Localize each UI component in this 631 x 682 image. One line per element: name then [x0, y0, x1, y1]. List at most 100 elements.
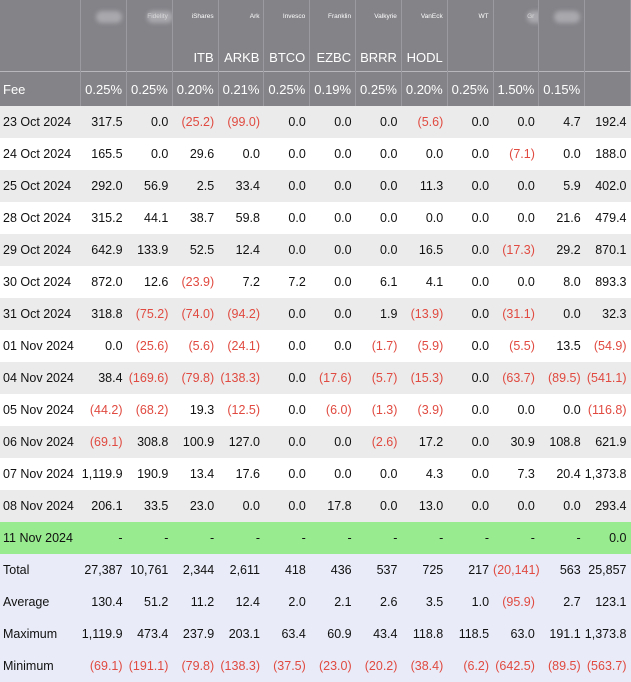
ticker-cell: [0, 33, 82, 72]
flow-value-cell: 38.4: [80, 362, 127, 394]
flow-value-cell: 893.3: [584, 266, 631, 298]
issuer-name-cell: Ark: [218, 0, 265, 33]
flow-value-cell: 0.0: [538, 138, 585, 170]
flow-value-cell: (1.7): [355, 330, 402, 362]
flow-value-cell: 0.0: [218, 138, 264, 170]
flow-value-cell: 0.0: [263, 298, 310, 330]
summary-value-cell: 43.4: [355, 618, 402, 650]
summary-value-cell: 51.2: [126, 586, 173, 618]
flow-value-cell: 308.8: [126, 426, 173, 458]
flow-value-cell: (169.6): [126, 362, 173, 394]
summary-value-cell: 118.5: [447, 618, 494, 650]
flow-value-cell: (94.2): [218, 298, 264, 330]
summary-value-cell: 1,119.9: [80, 618, 127, 650]
flow-value-cell: 0.0: [538, 490, 585, 522]
flow-value-cell: 59.8: [218, 202, 264, 234]
flow-value-cell: 0.0: [447, 426, 494, 458]
flow-value-cell: (75.2): [126, 298, 173, 330]
flow-value-cell: (68.2): [126, 394, 173, 426]
issuer-name: Ark: [249, 13, 260, 20]
flow-value-cell: 0.0: [309, 266, 356, 298]
summary-value-cell: 217: [447, 554, 494, 586]
issuer-name-cell: iShares: [172, 0, 219, 33]
flow-value-cell: 0.0: [355, 170, 402, 202]
flow-value-cell: 479.4: [584, 202, 631, 234]
flow-value-cell: (44.2): [80, 394, 127, 426]
flow-value-cell: 0.0: [355, 490, 402, 522]
flow-value-cell: 0.0: [493, 266, 539, 298]
summary-value-cell: 123.1: [584, 586, 631, 618]
summary-row: Average 130.4 51.2 11.2 12.4 2.0 2.1 2.6 3.5 1.0(…: [0, 586, 631, 618]
flow-value-cell: 0.0: [263, 394, 310, 426]
table-row: 04 Nov 2024 38.4 (169.6) (79.8) (138.3) 0.0 (1…: [0, 362, 631, 394]
flow-value-cell: 872.0: [80, 266, 127, 298]
summary-value-cell: (69.1): [80, 650, 127, 682]
flow-value-cell: 13.0: [401, 490, 448, 522]
fee-cell: 0.21%: [218, 71, 265, 106]
issuer-header-row: Fidelity iShares Ark Invesco Franklin Valkyri…: [0, 0, 631, 33]
summary-value-cell: 473.4: [126, 618, 173, 650]
issuer-name-cell: WT: [447, 0, 494, 33]
flow-value-cell: 32.3: [584, 298, 631, 330]
flow-value-cell: 0.0: [447, 394, 494, 426]
summary-value-cell: (6.2): [447, 650, 494, 682]
summary-value-cell: (37.5): [263, 650, 310, 682]
summary-value-cell: 203.1: [218, 618, 264, 650]
table-row: 01 Nov 2024 0.0 (25.6) (5.6) (24.1) 0.0 0.0 (1.…: [0, 330, 631, 362]
flow-value-cell: (74.0): [172, 298, 219, 330]
summary-label: Average: [0, 586, 81, 618]
summary-value-cell: (23.0): [309, 650, 356, 682]
flow-value-cell: (6.0): [309, 394, 356, 426]
summary-value-cell: 237.9: [172, 618, 219, 650]
flow-value-cell: 33.5: [126, 490, 173, 522]
flow-value-cell: (15.3): [401, 362, 448, 394]
flow-value-cell: 0.0: [309, 298, 356, 330]
ticker-cell: HODL: [401, 33, 448, 72]
issuer-name-cell: Valkyrie: [355, 0, 402, 33]
flow-value-cell: 17.6: [218, 458, 264, 490]
date-cell: 01 Nov 2024: [0, 330, 81, 362]
ticker-cell: ITB: [172, 33, 219, 72]
flow-value-cell: (2.6): [355, 426, 402, 458]
date-cell: 24 Oct 2024: [0, 138, 81, 170]
flow-value-cell: 293.4: [584, 490, 631, 522]
table-row: 29 Oct 2024 642.9 133.9 52.5 12.4 0.0 0.0 0.0 16…: [0, 234, 631, 266]
ticker-cell: [493, 33, 540, 72]
flow-value-cell: (3.9): [401, 394, 448, 426]
ticker-cell: ARKB: [218, 33, 265, 72]
flow-value-cell: 0.0: [263, 234, 310, 266]
flow-value-cell: -: [355, 522, 402, 554]
date-cell: 04 Nov 2024: [0, 362, 81, 394]
fee-cell: 0.20%: [401, 71, 448, 106]
flow-value-cell: (5.7): [355, 362, 402, 394]
fee-cell: 0.25%: [80, 71, 128, 106]
summary-value-cell: 537: [355, 554, 402, 586]
flow-value-cell: 19.3: [172, 394, 219, 426]
flow-value-cell: 0.0: [355, 458, 402, 490]
issuer-name-cell: Invesco: [263, 0, 311, 33]
flow-value-cell: (116.8): [584, 394, 631, 426]
summary-value-cell: (20.2): [355, 650, 402, 682]
summary-value-cell: 27,387: [80, 554, 127, 586]
flow-value-cell: 0.0: [263, 170, 310, 202]
summary-value-cell: 11.2: [172, 586, 219, 618]
flow-value-cell: 4.7: [538, 106, 585, 138]
flow-value-cell: 0.0: [263, 106, 310, 138]
flow-value-cell: 0.0: [218, 490, 264, 522]
flow-value-cell: 0.0: [309, 458, 356, 490]
flow-value-cell: 30.9: [493, 426, 539, 458]
summary-value-cell: 118.8: [401, 618, 448, 650]
flow-value-cell: 0.0: [263, 138, 310, 170]
summary-value-cell: 63.4: [263, 618, 310, 650]
flow-value-cell: (5.6): [172, 330, 219, 362]
flow-value-cell: 44.1: [126, 202, 173, 234]
fee-cell: 0.19%: [309, 71, 357, 106]
fee-cell: 0.25%: [447, 71, 494, 106]
issuer-name: Invesco: [282, 13, 306, 20]
flow-value-cell: (12.5): [218, 394, 264, 426]
flow-value-cell: 0.0: [447, 170, 494, 202]
flow-value-cell: (1.3): [355, 394, 402, 426]
flow-value-cell: 0.0: [309, 330, 356, 362]
blurred-logo: [527, 10, 538, 23]
date-cell: 31 Oct 2024: [0, 298, 81, 330]
